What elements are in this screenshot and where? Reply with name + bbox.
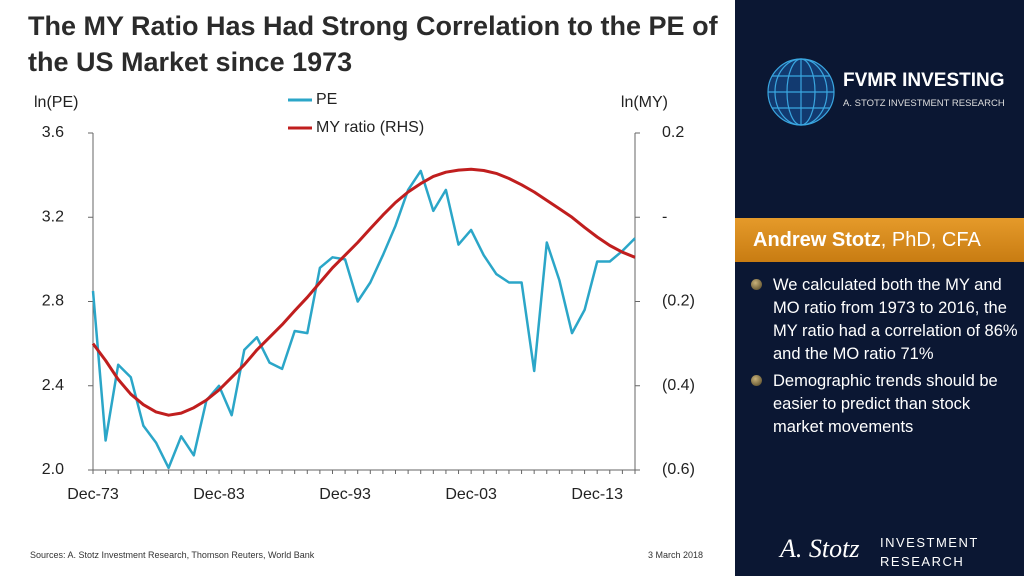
y-tick-label: 3.2 <box>42 208 64 225</box>
x-tick-label: Dec-13 <box>571 486 623 503</box>
brand: FVMR INVESTING <box>843 70 1005 91</box>
author-band: Andrew Stotz, PhD, CFA <box>735 218 1024 262</box>
series-line <box>91 169 636 470</box>
chart: ln(PE) ln(MY) 2.0 2.4 2.8 3.2 3.6 (0.6) (0.4) (0.… <box>34 91 695 503</box>
x-tick-label: Dec-03 <box>445 486 497 503</box>
y2-tick-label: 0.2 <box>662 124 684 141</box>
legend-label: PE <box>316 91 337 108</box>
date: 3 March 2018 <box>648 550 704 560</box>
y-axis-label: ln(PE) <box>34 94 78 111</box>
y2-axis-label: ln(MY) <box>621 94 668 111</box>
signature: A. Stotz <box>778 534 859 563</box>
bullet: We calculated both the MY and MO ratio f… <box>749 274 1019 366</box>
logo-line: RESEARCH <box>880 554 964 569</box>
sources: Sources: A. Stotz Investment Research, T… <box>30 550 315 560</box>
y-tick-label: 2.4 <box>42 377 64 394</box>
footer-logo: A. Stotz INVESTMENT RESEARCH <box>778 534 979 569</box>
bullet: Demographic trends should be easier to p… <box>749 370 1019 439</box>
bullet-list: We calculated both the MY and MO ratio f… <box>749 274 1019 443</box>
y2-tick-label: (0.6) <box>662 461 695 478</box>
y-tick-label: 2.0 <box>42 461 64 478</box>
y2-tick-label: - <box>662 208 667 225</box>
x-tick-label: Dec-73 <box>67 486 119 503</box>
y-tick-label: 3.6 <box>42 124 64 141</box>
series-line <box>91 167 636 417</box>
slide-title: The MY Ratio Has Had Strong Correlation … <box>28 11 718 77</box>
side-panel: FVMR INVESTING A. STOTZ INVESTMENT RESEA… <box>735 0 1024 576</box>
logo-line: INVESTMENT <box>880 535 979 550</box>
legend-label: MY ratio (RHS) <box>316 119 424 136</box>
brand-sub: A. STOTZ INVESTMENT RESEARCH <box>843 98 1005 109</box>
author-credentials: , PhD, CFA <box>880 229 981 251</box>
y2-tick-label: (0.4) <box>662 377 695 394</box>
y2-tick-label: (0.2) <box>662 293 695 310</box>
logo: FVMR INVESTING A. STOTZ INVESTMENT RESEA… <box>767 58 1005 126</box>
author-name: Andrew Stotz <box>753 229 881 251</box>
x-tick-label: Dec-93 <box>319 486 371 503</box>
x-tick-label: Dec-83 <box>193 486 245 503</box>
y-tick-label: 2.8 <box>42 293 64 310</box>
